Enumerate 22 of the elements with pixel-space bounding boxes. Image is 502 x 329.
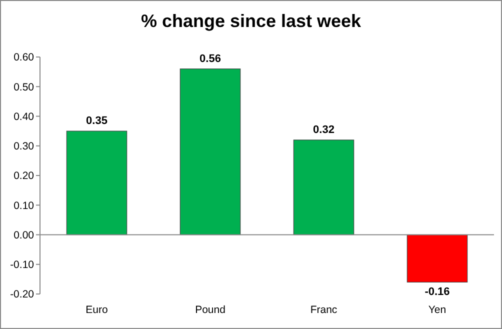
y-tick-label: 0.00 bbox=[14, 229, 34, 242]
y-tick-label: 0.60 bbox=[14, 52, 34, 64]
y-tick-label: -0.10 bbox=[10, 259, 34, 272]
x-tick-label: Franc bbox=[310, 304, 338, 316]
bar bbox=[406, 234, 468, 282]
data-label: 0.35 bbox=[86, 115, 108, 128]
x-tick-label: Yen bbox=[428, 304, 446, 316]
y-tick-label: 0.20 bbox=[14, 170, 34, 182]
bar bbox=[66, 130, 128, 236]
y-tick-label: 0.50 bbox=[14, 81, 34, 94]
x-tick-label: Pound bbox=[195, 304, 226, 316]
bar bbox=[180, 68, 241, 236]
data-label: 0.56 bbox=[200, 52, 221, 65]
chart-title: % change since last week bbox=[140, 11, 362, 31]
y-tick-label: 0.40 bbox=[14, 110, 34, 123]
x-tick-label: Euro bbox=[86, 304, 108, 316]
data-label: -0.16 bbox=[424, 286, 450, 298]
y-tick-label: 0.30 bbox=[14, 140, 34, 153]
data-label: 0.32 bbox=[313, 124, 334, 136]
y-tick-label: -0.20 bbox=[10, 288, 34, 301]
bar bbox=[293, 140, 354, 236]
y-tick-label: 0.10 bbox=[14, 200, 34, 212]
